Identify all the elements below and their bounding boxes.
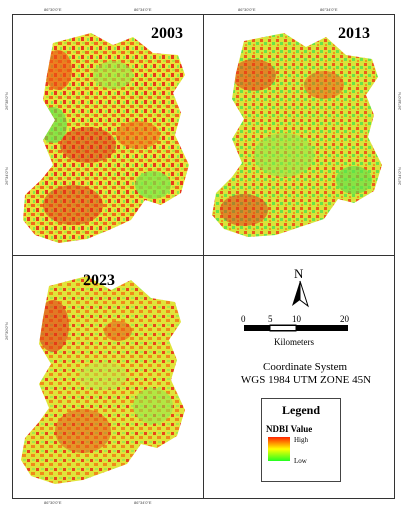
- coordinate-system-title: Coordinate System: [262, 361, 348, 373]
- legend-color-ramp: [268, 437, 290, 461]
- map-year-label: 2013: [338, 25, 370, 42]
- graticule-label: 26°30'0"N: [4, 322, 9, 340]
- map-panel-2013: 2013: [204, 15, 394, 255]
- ndbi-map-2023: [21, 276, 185, 484]
- scale-units-label: Kilometers: [274, 337, 314, 347]
- ndbi-map-2013: [212, 33, 382, 237]
- graticule-label: 86°30'0"E: [44, 7, 62, 12]
- map-year-label: 2003: [151, 25, 183, 42]
- coordinate-system-value: WGS 1984 UTM ZONE 45N: [240, 374, 372, 386]
- map-legend: Legend NDBI Value High Low: [261, 398, 341, 482]
- graticule-label: 86°34'0"E: [134, 7, 152, 12]
- map-year-label: 2023: [83, 272, 115, 289]
- legend-title: Legend: [281, 403, 320, 417]
- graticule-label: 86°30'0"E: [44, 500, 62, 505]
- map-panel-2003: 2003: [13, 15, 203, 255]
- graticule-label: 26°38'0"N: [397, 92, 402, 110]
- panel-divider-vertical: [203, 14, 204, 499]
- scale-bar: [244, 324, 348, 332]
- graticule-label: 86°34'0"E: [134, 500, 152, 505]
- legend-low-label: Low: [294, 457, 307, 465]
- scale-tick-label: 5: [268, 314, 273, 324]
- ndbi-map-2003: [23, 33, 189, 243]
- scale-tick-label: 10: [292, 314, 301, 324]
- legend-subtitle: NDBI Value: [266, 424, 313, 434]
- panel-divider-horizontal: [12, 255, 395, 256]
- graticule-label: 86°34'0"E: [320, 7, 338, 12]
- legend-high-label: High: [294, 436, 308, 444]
- graticule-label: 26°34'0"N: [397, 167, 402, 185]
- map-panel-2023: 2023: [13, 256, 203, 498]
- north-arrow-label: N: [294, 266, 304, 281]
- graticule-label: 86°30'0"E: [238, 7, 256, 12]
- scale-tick-label: 20: [340, 314, 349, 324]
- scale-tick-label: 0: [241, 314, 246, 324]
- graticule-label: 26°34'0"N: [4, 167, 9, 185]
- north-arrow-icon: [292, 280, 309, 308]
- graticule-label: 26°38'0"N: [4, 92, 9, 110]
